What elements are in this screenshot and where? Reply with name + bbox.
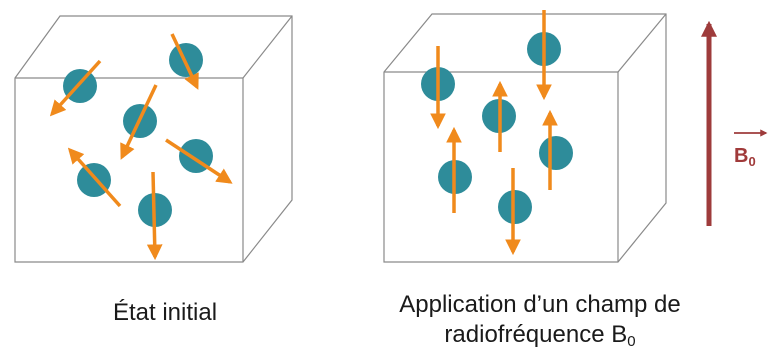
spin-arrow (67, 147, 122, 208)
spins-initial (49, 33, 233, 261)
caption-line-1: Application d’un champ de (399, 291, 681, 318)
spin-arrow (146, 171, 163, 261)
spins-aligned (421, 10, 573, 256)
caption-line-2: radiofréquence B0 (444, 321, 636, 350)
spin-arrow (49, 59, 102, 117)
spin-arrow (165, 138, 233, 184)
spin-sphere (539, 136, 573, 170)
spin-arrow (170, 33, 199, 90)
box-with-field (383, 13, 667, 263)
caption-initial-state: État initial (112, 299, 218, 326)
spin-sphere (498, 190, 532, 224)
spin-arrow (120, 84, 158, 160)
field-label: B0 (734, 145, 756, 169)
caption-field-applied: Application d’un champ de radiofréquence… (360, 290, 720, 357)
